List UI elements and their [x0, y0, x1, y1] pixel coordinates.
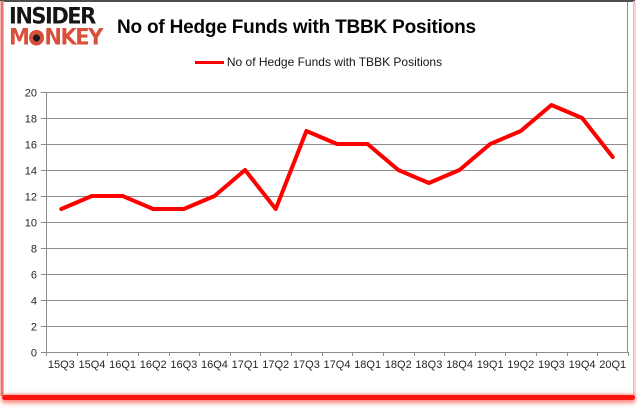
x-tick-label: 17Q2 [262, 359, 289, 371]
legend-label: No of Hedge Funds with TBBK Positions [226, 55, 443, 69]
logo-line2: M NKEY [9, 24, 103, 50]
insider-monkey-logo: INSIDER M NKEY [9, 3, 103, 50]
y-tick-label: 6 [31, 270, 37, 282]
y-tick-label: 16 [25, 140, 37, 152]
y-tick-label: 12 [25, 192, 37, 204]
y-tick-label: 20 [25, 88, 37, 100]
x-tick-label: 16Q4 [201, 359, 228, 371]
y-tick-label: 4 [31, 296, 37, 308]
frame-bottom-border [2, 395, 635, 400]
x-tick-label: 16Q2 [140, 359, 167, 371]
x-tick-label: 18Q2 [385, 359, 412, 371]
x-tick-label: 19Q4 [569, 359, 596, 371]
y-tick-label: 0 [31, 348, 37, 360]
x-tick-label: 15Q3 [48, 359, 75, 371]
x-tick-label: 19Q2 [507, 359, 534, 371]
x-tick-label: 17Q3 [293, 359, 320, 371]
x-tick-label: 17Q1 [232, 359, 259, 371]
frame-top-border [0, 0, 635, 2]
y-tick-label: 8 [31, 244, 37, 256]
x-tick-label: 16Q3 [170, 359, 197, 371]
y-tick-label: 10 [25, 218, 37, 230]
frame-right-border [633, 1, 636, 396]
x-tick-label: 18Q1 [354, 359, 381, 371]
chart-title: No of Hedge Funds with TBBK Positions [117, 17, 476, 38]
logo-line1: INSIDER [9, 3, 96, 29]
monkey-face-icon [28, 29, 44, 45]
y-tick-label: 14 [25, 166, 37, 178]
y-tick-label: 18 [25, 114, 37, 126]
series-line [59, 103, 615, 211]
x-tick-label: 17Q4 [324, 359, 351, 371]
legend-line-swatch [194, 60, 224, 64]
x-tick-label: 18Q3 [415, 359, 442, 371]
y-tick-label: 2 [31, 322, 37, 334]
x-tick-label: 19Q3 [538, 359, 565, 371]
x-tick-label: 20Q1 [599, 359, 626, 371]
x-tick-label: 19Q1 [477, 359, 504, 371]
frame-left-border [0, 1, 4, 396]
x-tick-label: 18Q4 [446, 359, 473, 371]
x-tick-label: 16Q1 [109, 359, 136, 371]
legend: No of Hedge Funds with TBBK Positions [0, 55, 637, 69]
x-tick-label: 15Q4 [78, 359, 105, 371]
